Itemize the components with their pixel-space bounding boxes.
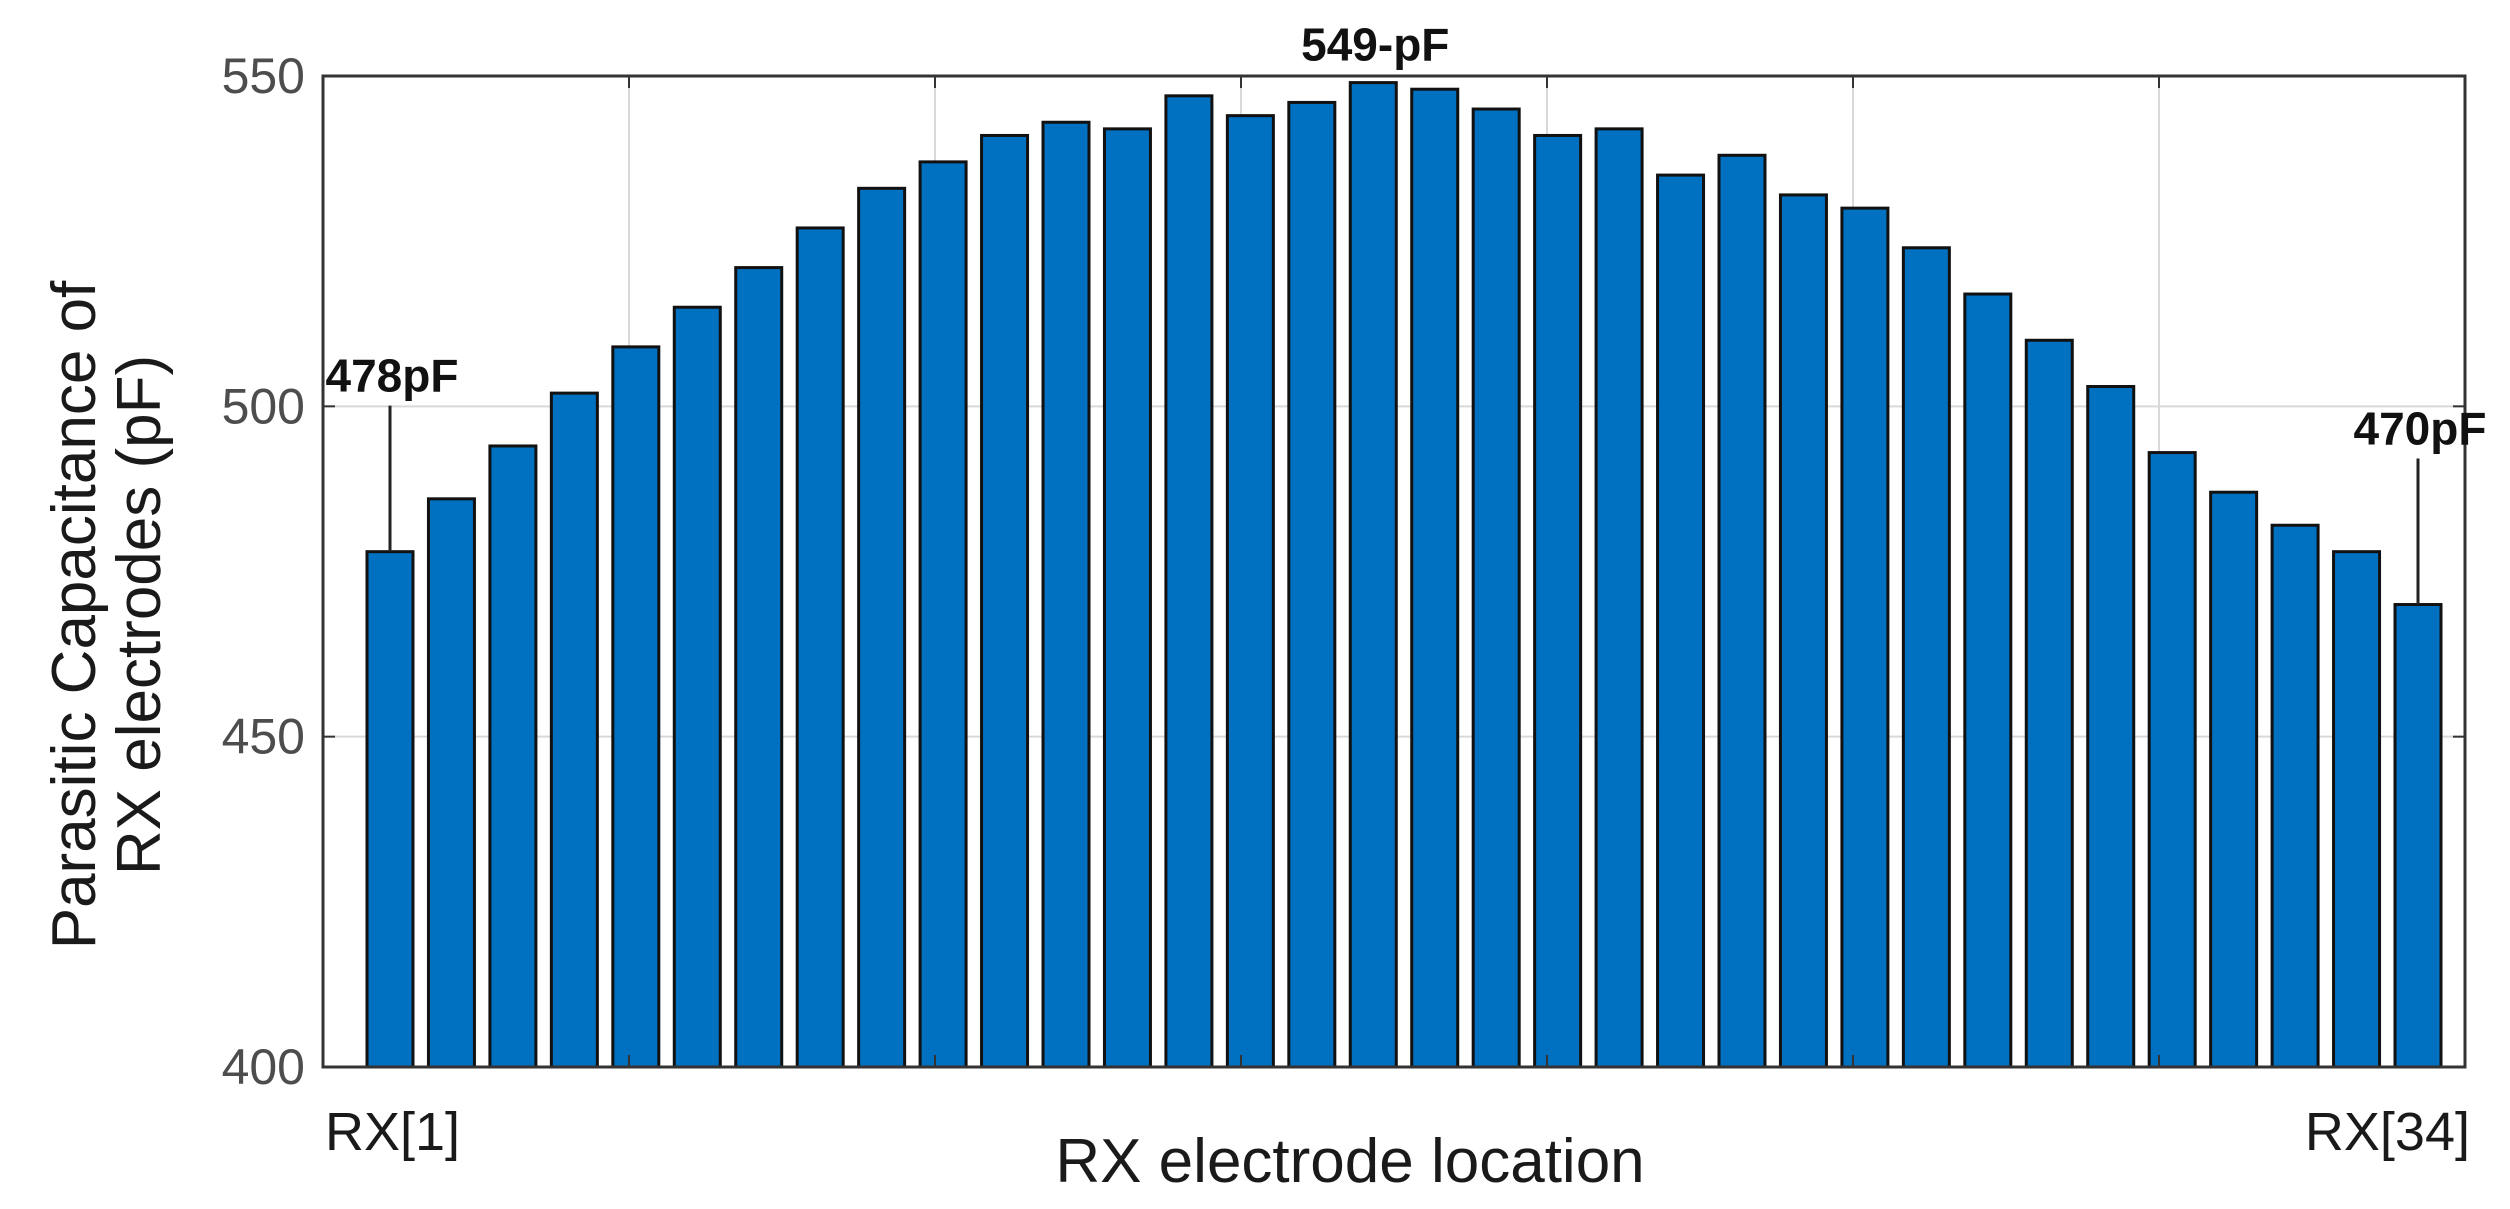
bar-RX[15] xyxy=(1225,114,1275,1069)
x-last-label: RX[34] xyxy=(2305,1102,2470,1162)
bar-RX[13] xyxy=(1102,127,1152,1069)
bar-RX[6] xyxy=(672,305,722,1069)
annotations: 478pF 549-pF 470pF xyxy=(326,19,2487,605)
bar-RX[20] xyxy=(1533,133,1583,1069)
x-axis-title: RX electrode location xyxy=(1055,1127,1644,1196)
annotation-label: 549-pF xyxy=(1301,19,1449,71)
bar-RX[33] xyxy=(2332,550,2382,1069)
bar-RX[14] xyxy=(1164,94,1214,1069)
bar-RX[32] xyxy=(2270,523,2320,1069)
bar-RX[4] xyxy=(549,391,599,1069)
bar-RX[8] xyxy=(795,226,845,1069)
bar-RX[29] xyxy=(2086,385,2136,1069)
bar-RX[26] xyxy=(1901,246,1951,1069)
bar-RX[31] xyxy=(2209,490,2259,1069)
y-tick-label: 550 xyxy=(222,48,305,104)
bar-RX[9] xyxy=(857,186,907,1069)
bar-RX[30] xyxy=(2147,451,2197,1069)
bars-group xyxy=(365,81,2443,1069)
axis-ticks: 400 450 500 550 xyxy=(222,48,2465,1095)
x-first-label: RX[1] xyxy=(325,1102,460,1162)
bar-RX[3] xyxy=(488,444,538,1069)
annotation-label: 470pF xyxy=(2354,403,2487,455)
y-tick-label: 400 xyxy=(222,1039,305,1095)
bar-RX[17] xyxy=(1348,81,1398,1069)
bar-RX[21] xyxy=(1594,127,1644,1069)
bar-RX[22] xyxy=(1656,173,1706,1069)
bar-RX[19] xyxy=(1471,107,1521,1069)
bar-RX[23] xyxy=(1717,153,1767,1069)
annotation-label: 478pF xyxy=(326,350,459,402)
bar-RX[27] xyxy=(1963,292,2013,1069)
bar-RX[5] xyxy=(611,345,661,1069)
y-tick-label: 450 xyxy=(222,709,305,765)
y-axis-title-line2: RX electrodes (pF) xyxy=(105,355,174,875)
bar-RX[11] xyxy=(980,133,1030,1069)
plot-frame xyxy=(321,74,2467,1069)
bar-RX[28] xyxy=(2024,338,2074,1069)
bar-RX[24] xyxy=(1778,193,1828,1069)
bar-RX[34] xyxy=(2393,603,2443,1069)
bar-RX[18] xyxy=(1410,87,1460,1069)
bar-RX[25] xyxy=(1840,206,1890,1069)
bar-RX[10] xyxy=(918,160,968,1069)
bar-RX[1] xyxy=(365,550,415,1069)
y-tick-label: 500 xyxy=(222,378,305,434)
bar-RX[16] xyxy=(1287,100,1337,1069)
bar-RX[12] xyxy=(1041,120,1091,1069)
y-axis-title-line1: Parasitic Capacitance of xyxy=(40,280,109,949)
bar-RX[7] xyxy=(734,266,784,1069)
bar-RX[2] xyxy=(426,497,476,1069)
